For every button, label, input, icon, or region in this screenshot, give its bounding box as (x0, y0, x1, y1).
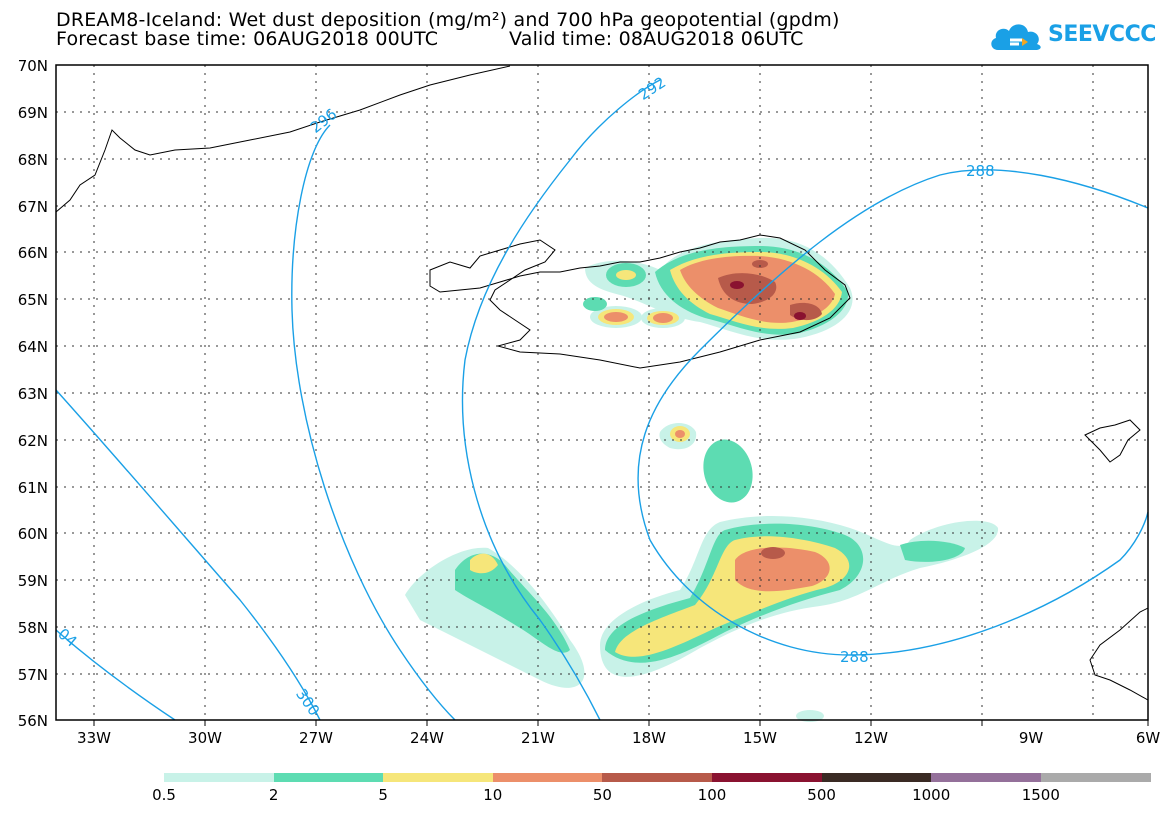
contour-292 (461, 79, 661, 721)
valid-time: Valid time: 08AUG2018 06UTC (509, 28, 804, 50)
lon-label: 15W (743, 729, 777, 747)
legend-label: 100 (697, 786, 727, 804)
lat-label: 59N (17, 572, 48, 590)
lat-label: 65N (17, 291, 48, 309)
legend-label: 5 (378, 786, 388, 804)
legend-label: 1000 (912, 786, 951, 804)
map-frame (55, 64, 1149, 721)
seevccc-logo: SEEVCCC (988, 14, 1156, 58)
lat-label: 60N (17, 525, 48, 543)
lon-label: 18W (632, 729, 666, 747)
lon-label: 6W (1135, 729, 1161, 747)
lat-label: 68N (17, 151, 48, 169)
geopotential-contours (55, 79, 1149, 721)
legend-swatch (383, 773, 494, 782)
legend-label: 1500 (1021, 786, 1060, 804)
legend-label: 2 (268, 786, 279, 804)
contour-label: 292 (635, 73, 669, 104)
lon-label: 30W (188, 729, 222, 747)
graticule (56, 65, 1148, 720)
legend-label: 0.5 (152, 786, 176, 804)
faroe-coast (1084, 419, 1141, 463)
lat-label: 69N (17, 104, 48, 122)
lat-label: 62N (17, 432, 48, 450)
legend-swatch (931, 773, 1042, 782)
axis-ticks (93, 720, 1149, 726)
scotland-coast (1089, 607, 1149, 701)
legend-label: 50 (592, 786, 612, 804)
contour-label: 288 (840, 648, 869, 666)
contour-label: 288 (966, 162, 995, 180)
lon-label: 9W (1018, 729, 1044, 747)
logo-text: SEEVCCC (1048, 22, 1156, 47)
contour-304 (55, 629, 176, 721)
legend-swatch (1040, 773, 1151, 782)
lat-label: 58N (17, 619, 48, 637)
lon-label: 33W (77, 729, 111, 747)
map-subtitle: Forecast base time: 06AUG2018 00UTC Valid… (56, 28, 803, 50)
coastlines (55, 65, 1149, 701)
lon-label: 21W (521, 729, 555, 747)
lat-label: 64N (17, 338, 48, 356)
greenland-coast (55, 65, 511, 213)
legend-swatch (712, 773, 822, 782)
lat-label: 61N (17, 479, 48, 497)
contour-label: 300 (292, 685, 323, 719)
legend-swatch (602, 773, 713, 782)
base-time: Forecast base time: 06AUG2018 00UTC (56, 28, 439, 50)
legend-swatch (821, 773, 932, 782)
contour-296 (291, 124, 456, 721)
lat-label: 70N (17, 57, 48, 75)
legend-label: 500 (807, 786, 836, 804)
iceland-coast (429, 234, 851, 369)
lon-label: 24W (410, 729, 444, 747)
legend-swatch (273, 773, 384, 782)
lat-label: 66N (17, 244, 48, 262)
lon-label: 27W (299, 729, 333, 747)
lat-label: 63N (17, 385, 48, 403)
lat-label: 56N (17, 712, 48, 730)
legend-swatch (492, 773, 603, 782)
lat-label: 57N (17, 666, 48, 684)
contour-label: 296 (307, 105, 341, 137)
lat-label: 67N (17, 198, 48, 216)
lon-label: 12W (854, 729, 888, 747)
map-title: DREAM8-Iceland: Wet dust deposition (mg/… (56, 9, 840, 31)
legend-swatch (164, 773, 274, 782)
contour-288 (637, 169, 1149, 656)
contour-300 (55, 389, 321, 721)
cloud-icon (991, 24, 1041, 50)
legend-label: 10 (483, 786, 503, 804)
